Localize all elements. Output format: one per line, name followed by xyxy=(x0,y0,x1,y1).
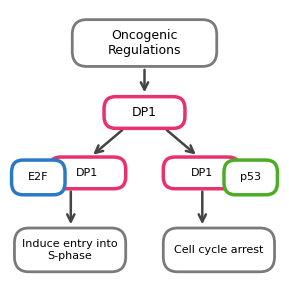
Text: Cell cycle arrest: Cell cycle arrest xyxy=(174,245,264,255)
FancyBboxPatch shape xyxy=(224,160,277,195)
FancyBboxPatch shape xyxy=(163,228,275,272)
Text: p53: p53 xyxy=(240,172,261,182)
Text: Induce entry into
S-phase: Induce entry into S-phase xyxy=(22,239,118,261)
FancyBboxPatch shape xyxy=(49,157,126,189)
FancyBboxPatch shape xyxy=(72,20,217,66)
Text: Oncogenic
Regulations: Oncogenic Regulations xyxy=(108,29,181,57)
Text: DP1: DP1 xyxy=(132,106,157,119)
Text: E2F: E2F xyxy=(28,172,49,182)
FancyBboxPatch shape xyxy=(12,160,65,195)
FancyBboxPatch shape xyxy=(104,97,185,128)
Text: DP1: DP1 xyxy=(190,168,213,178)
FancyBboxPatch shape xyxy=(14,228,126,272)
FancyBboxPatch shape xyxy=(163,157,240,189)
Text: DP1: DP1 xyxy=(76,168,99,178)
